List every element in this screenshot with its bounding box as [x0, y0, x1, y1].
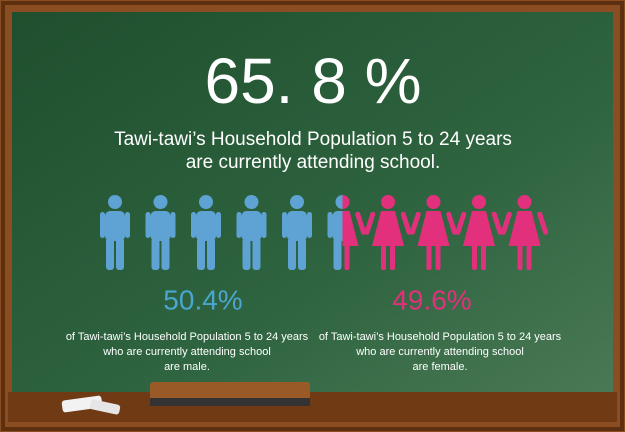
female-caption: of Tawi-tawi’s Household Population 5 to… — [319, 331, 562, 343]
male-caption: are male. — [164, 361, 210, 373]
headline-text: are currently attending school. — [186, 152, 441, 173]
eraser — [150, 382, 310, 402]
male-caption: of Tawi-tawi’s Household Population 5 to… — [66, 331, 309, 343]
male-caption: who are currently attending school — [102, 346, 271, 358]
headline-value: 65. 8 % — [204, 45, 421, 117]
female-percent: 49.6% — [392, 284, 471, 315]
male-percent: 50.4% — [163, 284, 242, 315]
eraser-felt — [150, 398, 310, 406]
chalk — [89, 399, 121, 415]
headline-text: Tawi-tawi’s Household Population 5 to 24… — [114, 129, 512, 150]
female-caption: are female. — [412, 361, 467, 373]
female-caption: who are currently attending school — [355, 346, 524, 358]
